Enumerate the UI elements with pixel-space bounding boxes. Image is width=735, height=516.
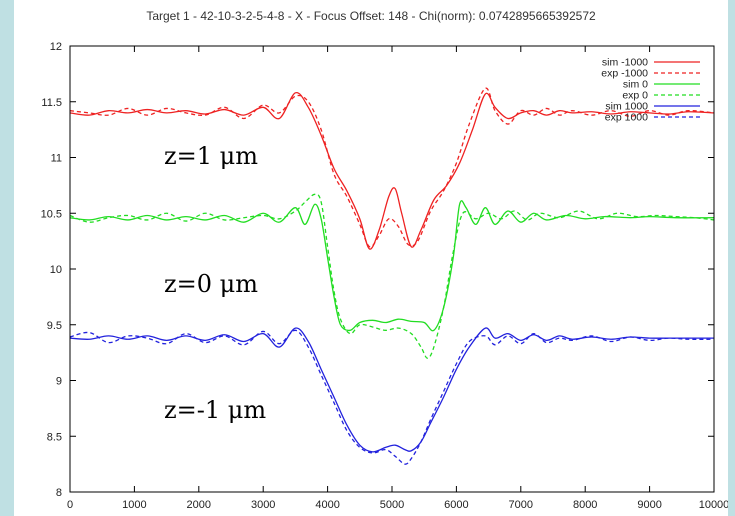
legend-label: sim -1000	[602, 57, 648, 69]
legend-label: exp 1000	[605, 112, 648, 124]
x-tick-label: 5000	[380, 499, 404, 511]
y-tick-label: 12	[50, 41, 62, 53]
x-tick-label: 0	[67, 499, 73, 511]
x-tick-label: 4000	[315, 499, 339, 511]
x-tick-label: 2000	[187, 499, 211, 511]
chart-title: Target 1 - 42-10-3-2-5-4-8 - X - Focus O…	[146, 9, 596, 23]
x-tick-label: 3000	[251, 499, 275, 511]
series-line-5	[69, 329, 715, 465]
series-line-1	[69, 87, 715, 248]
y-tick-label: 9	[56, 376, 62, 388]
x-tick-label: 6000	[444, 499, 468, 511]
series-line-3	[69, 193, 715, 359]
series-line-0	[69, 91, 715, 250]
legend-label: exp 0	[622, 90, 648, 102]
y-tick-label: 10	[50, 264, 62, 276]
legend-label: sim 0	[623, 79, 648, 91]
x-tick-label: 8000	[573, 499, 597, 511]
y-tick-label: 10.5	[41, 208, 62, 220]
y-tick-label: 8.5	[47, 431, 62, 443]
x-tick-label: 7000	[509, 499, 533, 511]
x-tick-label: 1000	[122, 499, 146, 511]
legend-label: sim 1000	[605, 101, 648, 113]
annotation-z-0: z=0 μm	[164, 270, 258, 298]
annotation-z-minus-1: z=-1 μm	[164, 396, 266, 424]
legend-label: exp -1000	[601, 68, 648, 80]
y-tick-label: 11.5	[41, 97, 62, 109]
y-tick-label: 8	[56, 487, 62, 499]
y-tick-label: 11	[51, 153, 62, 165]
line-chart: Target 1 - 42-10-3-2-5-4-8 - X - Focus O…	[41, 9, 728, 511]
x-tick-label: 9000	[637, 499, 661, 511]
x-tick-label: 10000	[699, 499, 728, 511]
series-line-4	[69, 327, 714, 453]
annotation-z-plus-1: z=1 μm	[164, 142, 258, 170]
series-line-2	[69, 200, 715, 332]
y-tick-label: 9.5	[47, 320, 62, 332]
plot-frame: Target 1 - 42-10-3-2-5-4-8 - X - Focus O…	[14, 0, 728, 516]
